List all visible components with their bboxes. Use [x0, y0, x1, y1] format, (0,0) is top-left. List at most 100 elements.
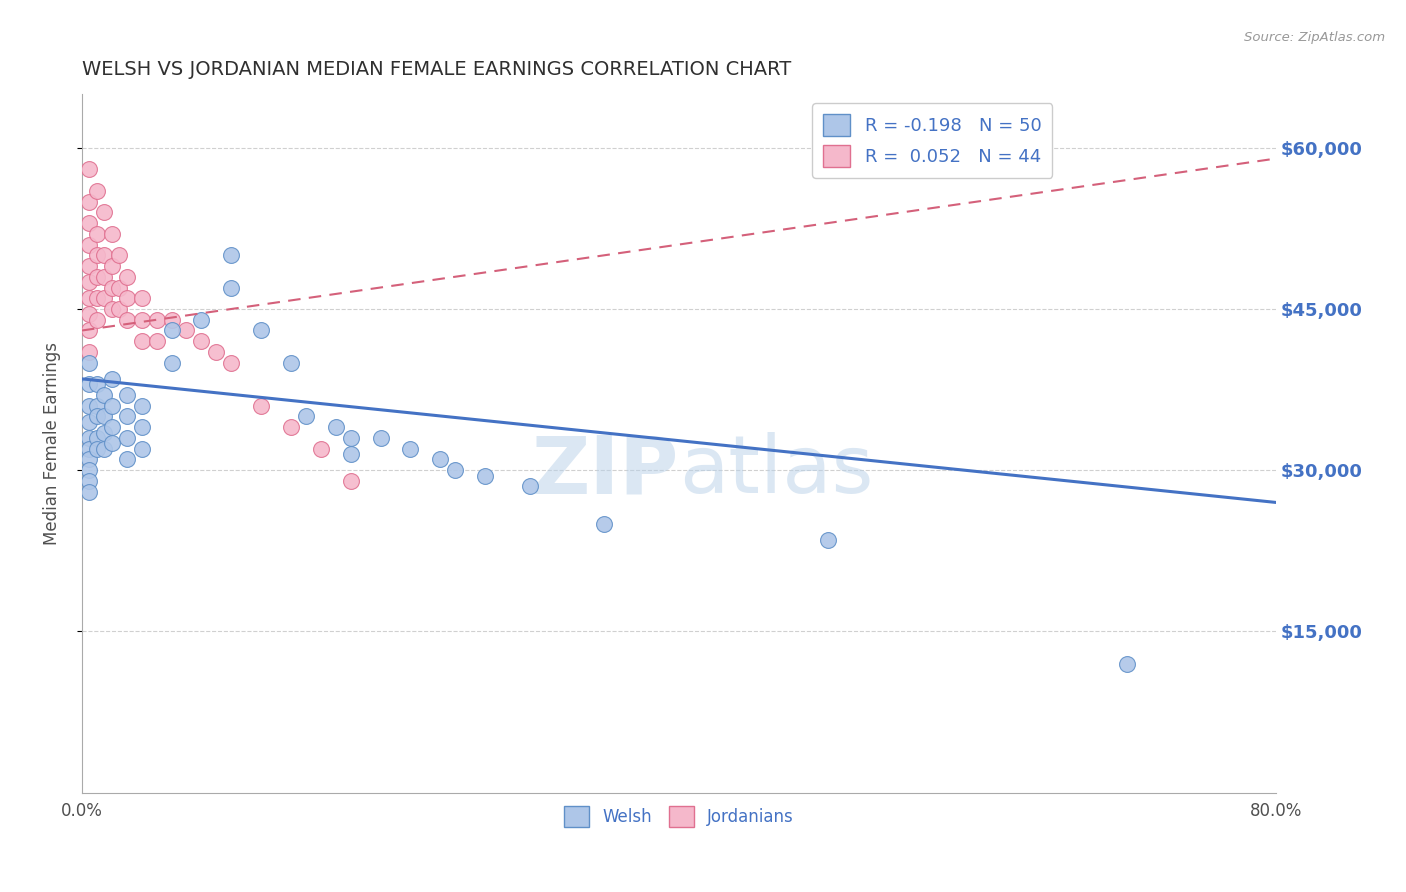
- Point: [325, 420, 347, 434]
- Point: [79, 324, 101, 338]
- Point: [79, 415, 101, 429]
- Point: [79, 237, 101, 252]
- Point: [145, 312, 167, 326]
- Point: [219, 356, 242, 370]
- Point: [295, 409, 318, 424]
- Point: [79, 162, 101, 177]
- Point: [79, 377, 101, 392]
- Point: [280, 420, 302, 434]
- Point: [817, 533, 839, 547]
- Point: [101, 259, 124, 273]
- Point: [280, 356, 302, 370]
- Point: [108, 301, 131, 316]
- Point: [176, 324, 198, 338]
- Point: [115, 388, 138, 402]
- Point: [131, 420, 153, 434]
- Point: [93, 248, 115, 262]
- Point: [339, 431, 361, 445]
- Point: [93, 205, 115, 219]
- Text: ZIP: ZIP: [531, 433, 679, 510]
- Point: [145, 334, 167, 349]
- Point: [131, 312, 153, 326]
- Point: [86, 269, 108, 284]
- Point: [101, 227, 124, 241]
- Point: [160, 356, 183, 370]
- Point: [101, 301, 124, 316]
- Point: [86, 399, 108, 413]
- Point: [1115, 657, 1137, 671]
- Point: [115, 452, 138, 467]
- Point: [86, 377, 108, 392]
- Point: [79, 484, 101, 499]
- Point: [101, 280, 124, 294]
- Point: [79, 291, 101, 305]
- Point: [101, 399, 124, 413]
- Point: [86, 248, 108, 262]
- Point: [339, 474, 361, 488]
- Point: [101, 372, 124, 386]
- Point: [79, 474, 101, 488]
- Point: [79, 307, 101, 321]
- Point: [79, 345, 101, 359]
- Point: [115, 269, 138, 284]
- Point: [131, 442, 153, 456]
- Point: [593, 516, 616, 531]
- Text: Source: ZipAtlas.com: Source: ZipAtlas.com: [1244, 31, 1385, 45]
- Point: [131, 291, 153, 305]
- Point: [160, 324, 183, 338]
- Point: [86, 184, 108, 198]
- Point: [519, 479, 541, 493]
- Point: [190, 334, 212, 349]
- Point: [429, 452, 451, 467]
- Point: [93, 269, 115, 284]
- Point: [250, 324, 273, 338]
- Point: [131, 334, 153, 349]
- Point: [93, 388, 115, 402]
- Point: [79, 452, 101, 467]
- Point: [399, 442, 422, 456]
- Point: [79, 356, 101, 370]
- Point: [474, 468, 496, 483]
- Point: [250, 399, 273, 413]
- Point: [93, 425, 115, 440]
- Point: [339, 447, 361, 461]
- Point: [79, 442, 101, 456]
- Text: WELSH VS JORDANIAN MEDIAN FEMALE EARNINGS CORRELATION CHART: WELSH VS JORDANIAN MEDIAN FEMALE EARNING…: [82, 60, 792, 78]
- Point: [79, 194, 101, 209]
- Point: [79, 399, 101, 413]
- Point: [79, 431, 101, 445]
- Point: [115, 431, 138, 445]
- Point: [160, 312, 183, 326]
- Point: [86, 409, 108, 424]
- Point: [79, 259, 101, 273]
- Point: [101, 436, 124, 450]
- Point: [86, 431, 108, 445]
- Point: [86, 227, 108, 241]
- Point: [219, 280, 242, 294]
- Point: [131, 399, 153, 413]
- Text: atlas: atlas: [679, 433, 873, 510]
- Point: [115, 291, 138, 305]
- Point: [86, 291, 108, 305]
- Point: [108, 280, 131, 294]
- Point: [86, 442, 108, 456]
- Point: [190, 312, 212, 326]
- Point: [79, 463, 101, 477]
- Y-axis label: Median Female Earnings: Median Female Earnings: [44, 342, 60, 545]
- Point: [101, 420, 124, 434]
- Point: [444, 463, 467, 477]
- Point: [93, 442, 115, 456]
- Point: [205, 345, 228, 359]
- Point: [219, 248, 242, 262]
- Point: [93, 291, 115, 305]
- Point: [93, 409, 115, 424]
- Point: [370, 431, 392, 445]
- Point: [79, 216, 101, 230]
- Point: [115, 409, 138, 424]
- Point: [115, 312, 138, 326]
- Point: [79, 275, 101, 289]
- Point: [86, 312, 108, 326]
- Legend: Welsh, Jordanians: Welsh, Jordanians: [558, 799, 800, 833]
- Point: [108, 248, 131, 262]
- Point: [309, 442, 332, 456]
